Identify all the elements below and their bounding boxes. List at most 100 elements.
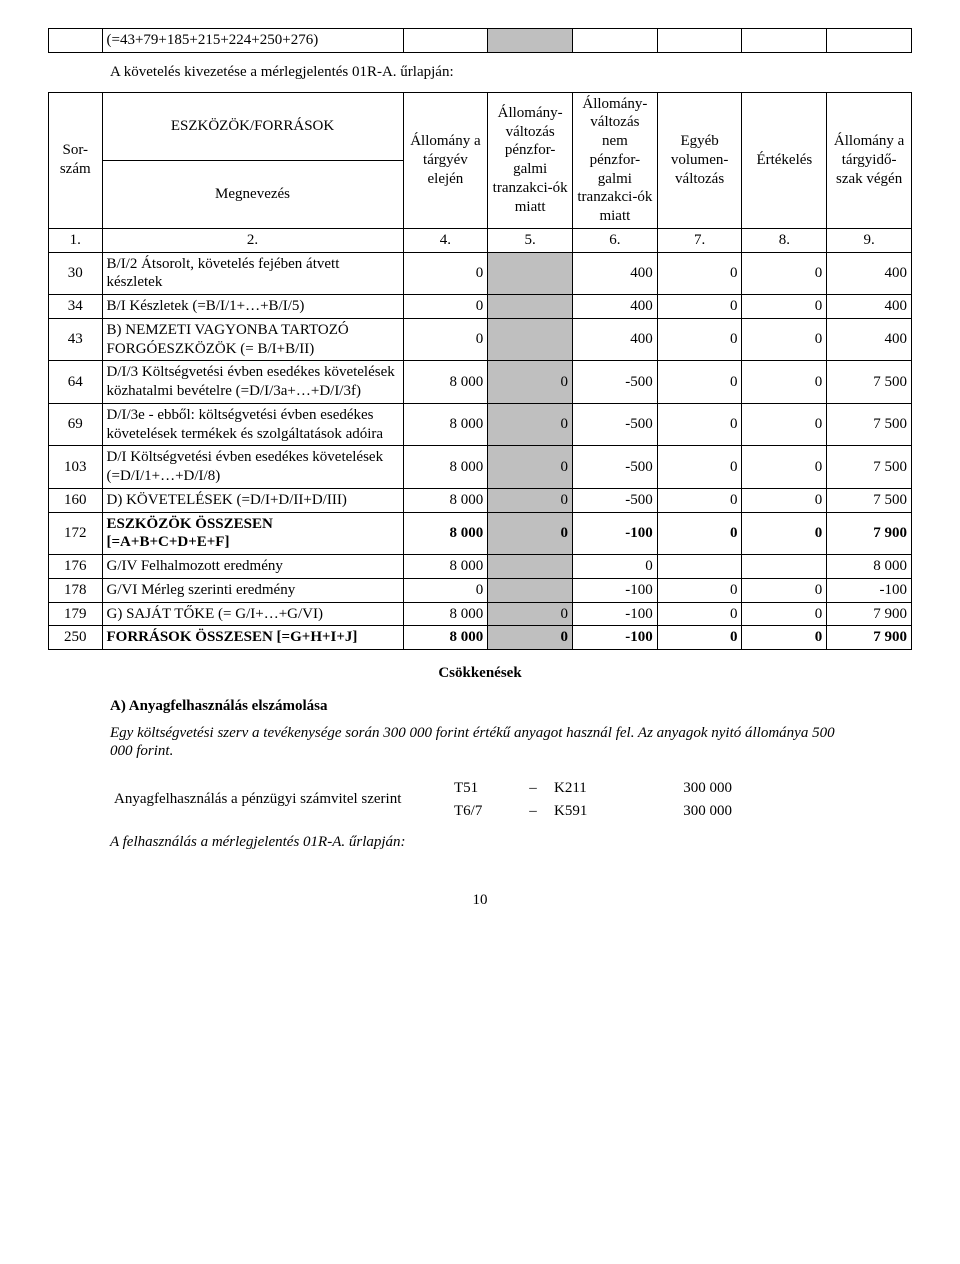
row-value: 8 000 bbox=[827, 555, 912, 579]
table-row: 69D/I/3e - ebből: költségvetési évben es… bbox=[49, 403, 912, 446]
row-value: 0 bbox=[488, 488, 573, 512]
table-row: 34B/I Készletek (=B/I/1+…+B/I/5)04000040… bbox=[49, 295, 912, 319]
row-value bbox=[742, 555, 827, 579]
table-row: 172ESZKÖZÖK ÖSSZESEN [=A+B+C+D+E+F]8 000… bbox=[49, 512, 912, 555]
row-value: -100 bbox=[573, 626, 658, 650]
row-value: 0 bbox=[488, 446, 573, 489]
row-value: -500 bbox=[573, 361, 658, 404]
row-value: 0 bbox=[742, 446, 827, 489]
main-table: Sor-szám ESZKÖZÖK/FORRÁSOK Állomány a tá… bbox=[48, 92, 912, 651]
row-value: 8 000 bbox=[403, 512, 488, 555]
table-row: 43B) NEMZETI VAGYONBA TARTOZÓ FORGÓESZKÖ… bbox=[49, 318, 912, 361]
row-label: G/IV Felhalmozott eredmény bbox=[102, 555, 403, 579]
row-value: 7 500 bbox=[827, 446, 912, 489]
top-strip-cell bbox=[573, 29, 658, 53]
section-a-title: A) Anyagfelhasználás elszámolása bbox=[110, 697, 912, 716]
row-value: 0 bbox=[742, 295, 827, 319]
colnum: 8. bbox=[742, 228, 827, 252]
row-value: 0 bbox=[742, 578, 827, 602]
colnum: 9. bbox=[827, 228, 912, 252]
top-strip-cell bbox=[49, 29, 103, 53]
ledger-cell: K211 bbox=[548, 777, 628, 800]
row-number: 250 bbox=[49, 626, 103, 650]
row-value: 400 bbox=[827, 252, 912, 295]
row-label: ESZKÖZÖK ÖSSZESEN [=A+B+C+D+E+F] bbox=[102, 512, 403, 555]
row-value: 0 bbox=[657, 318, 742, 361]
row-number: 43 bbox=[49, 318, 103, 361]
row-value: -100 bbox=[573, 512, 658, 555]
colnum: 4. bbox=[403, 228, 488, 252]
ledger-value: 300 000 bbox=[628, 777, 738, 800]
row-value: 0 bbox=[742, 626, 827, 650]
row-value: 0 bbox=[657, 361, 742, 404]
row-value: 0 bbox=[573, 555, 658, 579]
table-row: 250FORRÁSOK ÖSSZESEN [=G+H+I+J]8 0000-10… bbox=[49, 626, 912, 650]
row-value: 0 bbox=[488, 403, 573, 446]
row-number: 178 bbox=[49, 578, 103, 602]
row-value: 8 000 bbox=[403, 555, 488, 579]
row-value bbox=[488, 318, 573, 361]
row-value: 0 bbox=[403, 578, 488, 602]
row-value: 8 000 bbox=[403, 446, 488, 489]
row-value: 0 bbox=[657, 488, 742, 512]
intro-line: A követelés kivezetése a mérlegjelentés … bbox=[110, 63, 912, 82]
row-value: 7 900 bbox=[827, 602, 912, 626]
row-value: -100 bbox=[573, 602, 658, 626]
row-value: 0 bbox=[657, 578, 742, 602]
row-value: 0 bbox=[742, 488, 827, 512]
top-strip-cell-shaded bbox=[488, 29, 573, 53]
colnum: 7. bbox=[657, 228, 742, 252]
row-number: 34 bbox=[49, 295, 103, 319]
row-value: -100 bbox=[827, 578, 912, 602]
row-value: 0 bbox=[657, 295, 742, 319]
row-label: G/VI Mérleg szerinti eredmény bbox=[102, 578, 403, 602]
row-value: -500 bbox=[573, 403, 658, 446]
row-value: 0 bbox=[403, 318, 488, 361]
row-value bbox=[488, 555, 573, 579]
colnum: 2. bbox=[102, 228, 403, 252]
table-row: 103D/I Költségvetési évben esedékes köve… bbox=[49, 446, 912, 489]
row-number: 30 bbox=[49, 252, 103, 295]
table-row: 176G/IV Felhalmozott eredmény8 00008 000 bbox=[49, 555, 912, 579]
row-value: 400 bbox=[573, 318, 658, 361]
ledger-dash: – bbox=[518, 800, 548, 823]
ledger-cell: T6/7 bbox=[448, 800, 518, 823]
table-row: 30B/I/2 Átsorolt, követelés fejében átve… bbox=[49, 252, 912, 295]
row-number: 176 bbox=[49, 555, 103, 579]
col-header-egyeb: Egyéb volumen-változás bbox=[657, 92, 742, 228]
closing-line: A felhasználás a mérlegjelentés 01R-A. ű… bbox=[110, 833, 850, 852]
row-number: 64 bbox=[49, 361, 103, 404]
row-value: 8 000 bbox=[403, 488, 488, 512]
row-value: 400 bbox=[573, 252, 658, 295]
top-strip-cell bbox=[742, 29, 827, 53]
row-value: 0 bbox=[657, 626, 742, 650]
row-value: 0 bbox=[403, 252, 488, 295]
row-value: 0 bbox=[657, 446, 742, 489]
row-value: 7 900 bbox=[827, 626, 912, 650]
col-header-ertekeles: Értékelés bbox=[742, 92, 827, 228]
row-label: FORRÁSOK ÖSSZESEN [=G+H+I+J] bbox=[102, 626, 403, 650]
row-value: 7 500 bbox=[827, 488, 912, 512]
row-number: 172 bbox=[49, 512, 103, 555]
row-value: -500 bbox=[573, 446, 658, 489]
row-value: 7 500 bbox=[827, 361, 912, 404]
row-value bbox=[488, 578, 573, 602]
row-value: 0 bbox=[742, 512, 827, 555]
row-value: 7 900 bbox=[827, 512, 912, 555]
row-value bbox=[488, 295, 573, 319]
col-header-megnevezes: Megnevezés bbox=[102, 160, 403, 228]
col-header-eszkozok: ESZKÖZÖK/FORRÁSOK bbox=[102, 92, 403, 160]
row-value: 0 bbox=[742, 403, 827, 446]
col-header-valtozas-penz: Állomány-változás pénzfor-galmi tranzakc… bbox=[488, 92, 573, 228]
colnum: 1. bbox=[49, 228, 103, 252]
row-value: 8 000 bbox=[403, 361, 488, 404]
row-value: 0 bbox=[403, 295, 488, 319]
row-value: 0 bbox=[742, 318, 827, 361]
row-value bbox=[657, 555, 742, 579]
ledger-value: 300 000 bbox=[628, 800, 738, 823]
colnum: 6. bbox=[573, 228, 658, 252]
col-header-sorszam: Sor-szám bbox=[49, 92, 103, 228]
row-value: 400 bbox=[827, 318, 912, 361]
ledger-cell: T51 bbox=[448, 777, 518, 800]
page-number: 10 bbox=[48, 891, 912, 910]
